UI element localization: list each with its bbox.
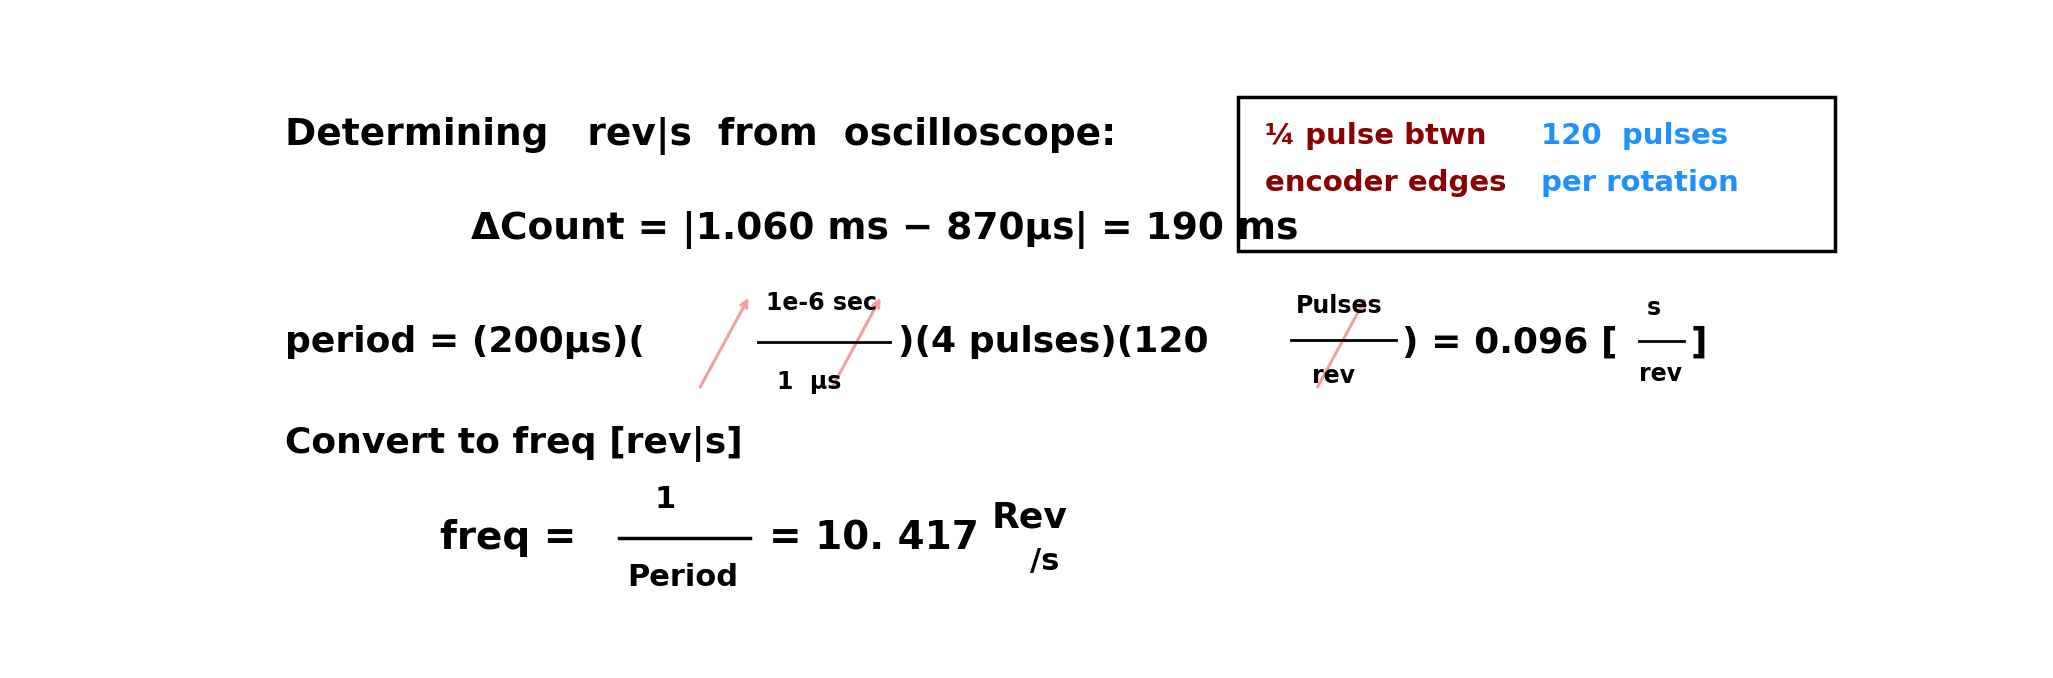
Text: ) = 0.096 [: ) = 0.096 [ xyxy=(1402,325,1618,359)
Text: rev: rev xyxy=(1312,364,1355,388)
Text: ΔCount = |1.060 ms − 870μs| = 190 ms: ΔCount = |1.060 ms − 870μs| = 190 ms xyxy=(472,211,1300,249)
Text: Determining   rev|s  from  oscilloscope:: Determining rev|s from oscilloscope: xyxy=(285,117,1117,155)
Text: 1  μs: 1 μs xyxy=(776,370,842,393)
Text: Convert to freq [rev|s]: Convert to freq [rev|s] xyxy=(285,426,743,462)
Text: 120  pulses: 120 pulses xyxy=(1540,122,1729,150)
Text: ¼ pulse btwn: ¼ pulse btwn xyxy=(1265,122,1486,150)
Text: Pulses: Pulses xyxy=(1295,294,1382,318)
Text: Rev: Rev xyxy=(992,500,1068,534)
FancyBboxPatch shape xyxy=(1238,97,1835,251)
Text: s: s xyxy=(1647,296,1661,321)
Text: ]: ] xyxy=(1690,325,1706,359)
Text: 1: 1 xyxy=(655,485,675,513)
Text: Period: Period xyxy=(628,563,739,592)
Text: = 10. 417: = 10. 417 xyxy=(770,519,979,557)
Text: /s: /s xyxy=(1031,547,1059,576)
Text: )(4 pulses)(120: )(4 pulses)(120 xyxy=(897,325,1209,359)
Text: freq =: freq = xyxy=(439,519,577,557)
Text: 1e-6 sec: 1e-6 sec xyxy=(766,292,877,315)
Text: period = (200μs)(: period = (200μs)( xyxy=(285,325,645,359)
Text: encoder edges: encoder edges xyxy=(1265,170,1507,197)
Text: per rotation: per rotation xyxy=(1540,170,1739,197)
Text: rev: rev xyxy=(1638,362,1681,386)
